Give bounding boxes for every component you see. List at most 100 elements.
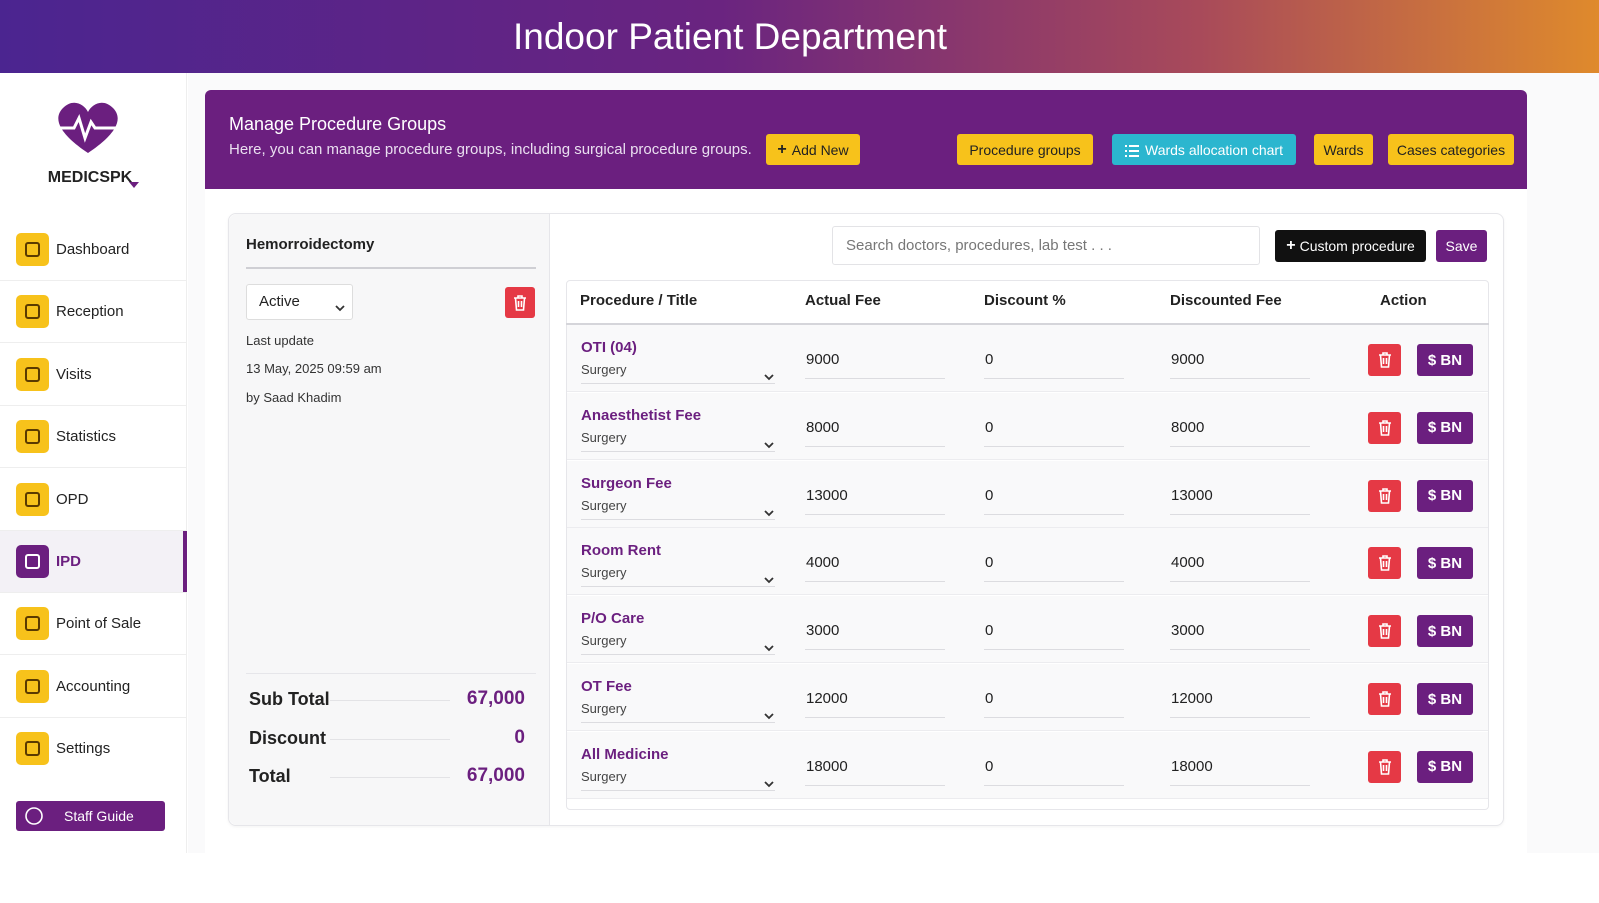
delete-row[interactable]: [1368, 344, 1401, 376]
bn-button[interactable]: $ BN: [1417, 411, 1473, 444]
last-update-label: Last update: [246, 333, 314, 348]
list-icon: [1125, 144, 1139, 157]
category-chevron: [764, 571, 774, 584]
fee-input-value[interactable]: 0: [985, 554, 994, 572]
nav-label: Settings: [56, 740, 111, 758]
bn-button[interactable]: $ BN: [1417, 683, 1473, 715]
column-header: Discounted Fee: [1170, 292, 1282, 309]
delete-row[interactable]: [1368, 411, 1401, 444]
brand-caret: [129, 175, 139, 188]
fee-input-value[interactable]: 3000: [1171, 622, 1205, 640]
nav-button[interactable]: Procedure groups: [957, 134, 1093, 165]
icon-part: [1378, 623, 1391, 639]
fee-input-value[interactable]: 3000: [806, 622, 840, 640]
custom-plus: +: [1286, 237, 1296, 254]
nav-button[interactable]: Wards allocation chart: [1112, 134, 1296, 165]
fee-input-value[interactable]: 0: [985, 690, 994, 707]
nav-label: Accounting: [56, 677, 131, 695]
nav-icon-glyph: [25, 678, 40, 694]
fee-input-value[interactable]: 18000: [1171, 757, 1213, 775]
staff-guide[interactable]: Staff Guide: [16, 801, 165, 831]
fee-input-value[interactable]: 0: [985, 757, 994, 775]
nav-item[interactable]: Statistics: [0, 406, 187, 469]
fee-input-value[interactable]: 4000: [806, 554, 840, 572]
icon: [514, 294, 526, 311]
delete-row[interactable]: [1368, 683, 1401, 715]
nav-item[interactable]: OPD: [0, 469, 187, 531]
delete-row[interactable]: [1368, 615, 1401, 648]
nav-item[interactable]: Accounting: [0, 656, 187, 718]
bn-button[interactable]: $ BN: [1417, 615, 1473, 648]
fee-input-value[interactable]: 8000: [806, 418, 840, 436]
procedure-category: Surgery: [581, 497, 627, 513]
nav-label: IPD: [56, 553, 82, 570]
fee-input-value[interactable]: 4000: [1171, 554, 1205, 572]
staff-guide-label: Staff Guide: [64, 808, 134, 824]
fee-input-value[interactable]: 8000: [1171, 418, 1205, 436]
procedure-category: Surgery: [581, 633, 627, 649]
nav-item[interactable]: Reception: [0, 281, 187, 344]
search-input[interactable]: Search doctors, procedures, lab test . .…: [832, 226, 1260, 265]
fee-input-line: [984, 513, 1124, 515]
fee-input-value[interactable]: 12000: [1171, 690, 1213, 707]
fee-input-line: [1170, 649, 1310, 651]
fee-input-value[interactable]: 0: [985, 622, 994, 640]
fee-input-value[interactable]: 12000: [806, 690, 848, 707]
bn-button[interactable]: $ BN: [1417, 750, 1473, 783]
nav-item[interactable]: IPD: [0, 531, 187, 593]
icon: [1378, 419, 1391, 436]
fee-input-value[interactable]: 13000: [1171, 486, 1213, 504]
custom-button[interactable]: + Custom procedure: [1275, 230, 1426, 262]
nav-item[interactable]: Dashboard: [0, 219, 187, 281]
fee-input-value[interactable]: 13000: [806, 486, 848, 504]
title-underline: [581, 518, 775, 520]
delete-group[interactable]: [505, 287, 535, 318]
nav-item[interactable]: Visits: [0, 344, 187, 406]
fee-input-line: [805, 445, 945, 447]
nav-icon: [16, 420, 49, 454]
search-placeholder: Search doctors, procedures, lab test . .…: [846, 237, 1112, 254]
status-select[interactable]: Active: [246, 284, 353, 320]
fee-input-value[interactable]: 9000: [806, 351, 840, 368]
icon-part: [25, 807, 43, 825]
nav-label: Dashboard: [56, 241, 130, 258]
fee-input-value[interactable]: 9000: [1171, 351, 1205, 368]
icon: [1378, 623, 1391, 639]
icon-part: [764, 577, 774, 584]
category-chevron: [764, 504, 774, 516]
column-header: Procedure / Title: [580, 292, 698, 309]
fee-input-value[interactable]: 18000: [806, 757, 848, 775]
summary-label: Discount: [249, 727, 327, 748]
fee-input-value[interactable]: 0: [985, 351, 994, 368]
add-button[interactable]: + Add New: [766, 134, 860, 165]
delete-row[interactable]: [1368, 479, 1401, 512]
icon: [764, 509, 774, 516]
nav-item[interactable]: Point of Sale: [0, 593, 187, 656]
nav-icon-glyph: [25, 304, 40, 320]
fee-input-value[interactable]: 0: [985, 486, 994, 504]
icon: [25, 807, 43, 825]
bn-button[interactable]: $ BN: [1417, 344, 1473, 376]
save-button[interactable]: Save: [1436, 230, 1487, 262]
icon-part: [764, 509, 774, 516]
logo: [48, 98, 128, 158]
nav-button[interactable]: Cases categories: [1388, 134, 1514, 165]
whatsapp-icon: [24, 806, 44, 826]
icon-part: [1378, 691, 1391, 707]
delete-row[interactable]: [1368, 750, 1401, 783]
bn-button[interactable]: $ BN: [1417, 479, 1473, 512]
nav-icon-glyph: [25, 616, 40, 632]
nav-icon-glyph: [25, 741, 40, 757]
status-chevron: [335, 299, 345, 312]
fee-input-value[interactable]: 0: [985, 418, 994, 436]
icon: [1378, 758, 1391, 775]
nav-item[interactable]: Settings: [0, 718, 187, 780]
nav-button[interactable]: Wards: [1314, 134, 1373, 165]
nav-icon: [16, 357, 49, 391]
bn-button[interactable]: $ BN: [1417, 547, 1473, 580]
fee-input-line: [984, 378, 1124, 379]
delete-row[interactable]: [1368, 547, 1401, 580]
nav-divider: [0, 404, 187, 406]
